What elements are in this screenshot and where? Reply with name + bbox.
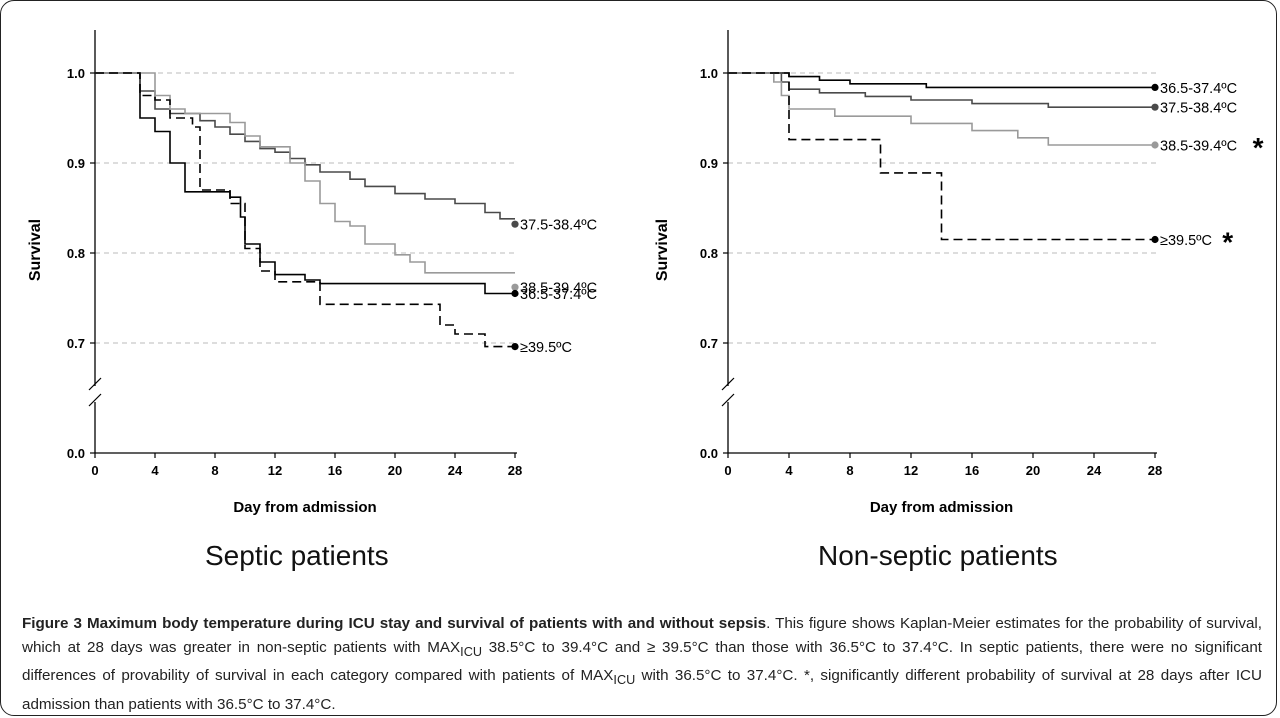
figure-caption: Figure 3 Maximum body temperature during… [22,612,1262,716]
significance-asterisk: * [1222,227,1233,258]
y-tick-label: 0.9 [700,156,718,171]
panel-title-septic: Septic patients [205,540,389,571]
axis-break-mark [721,393,735,407]
x-tick-label: 16 [965,463,979,478]
chart-non-septic: 0.0 0.7 0.8 0.9 1.0 0 4 8 12 16 20 24 28 Day from adm… [654,30,1264,516]
figure-plots: 0.0 0.7 0.8 0.9 1.0 0 4 8 12 16 20 24 28 Day from adm… [27,30,1264,516]
y-axis-label: Survival [654,219,671,281]
series-endpoint-label: 37.5-38.4ºC [1160,101,1237,117]
series-endpoint-marker [511,343,519,351]
axis-break-mark [88,377,102,391]
x-tick-label: 28 [1148,463,1162,478]
y-tick-label: 0.8 [700,246,718,261]
series-endpoint-marker [1151,103,1159,111]
significance-asterisk: * [1253,132,1264,163]
series-endpoint-marker [511,283,519,291]
caption-text-1: . This figure shows Kaplan-Meier estimat… [22,615,1262,656]
x-tick-label: 0 [91,463,98,478]
series-line [728,72,1155,146]
x-tick-label: 24 [1087,463,1102,478]
x-tick-label: 12 [904,463,918,478]
x-tick-label: 8 [211,463,218,478]
y-tick-label: 0.0 [67,446,85,461]
caption-text-2: 38.5°C to 39.4°C and ≥ 39.5°C than those… [22,638,1262,685]
x-tick-label: 4 [151,463,159,478]
series-endpoint-marker [1151,235,1159,244]
x-tick-label: 20 [1026,463,1040,478]
y-tick-label: 0.8 [67,246,85,261]
series-line [728,72,1155,108]
series-endpoint-label: 38.5-39.4ºC [1160,139,1237,155]
series-endpoint-marker [511,220,519,228]
x-axis-label: Day from admission [870,499,1013,516]
y-tick-label: 0.0 [700,446,718,461]
series-line [95,72,515,274]
caption-sub-1: ICU [460,644,482,659]
x-axis-label: Day from admission [233,499,376,516]
series-endpoint-label: 36.5-37.4ºC [1160,81,1237,97]
series-line [728,72,1155,89]
series-endpoint-label: ≥39.5ºC [1160,233,1212,249]
series-line [95,72,515,295]
x-tick-label: 24 [448,463,463,478]
caption-figure-label: Figure 3 [22,615,82,632]
caption-text-3: with 36.5°C to 37.4°C. *, significantly … [22,667,1262,713]
series-endpoint-label: 38.5-39.4ºC [520,281,597,297]
x-tick-label: 8 [846,463,853,478]
axis-break-mark [88,393,102,407]
caption-sub-2: ICU [613,673,636,688]
y-tick-label: 0.9 [67,156,85,171]
series-endpoint-label: 36.5-37.4ºC [520,287,597,303]
series-endpoint-marker [1151,141,1159,149]
y-axis-label: Survival [27,219,44,281]
panel-title-non-septic: Non-septic patients [818,540,1058,571]
x-tick-label: 0 [724,463,731,478]
series-line [728,72,1155,241]
x-tick-label: 16 [328,463,342,478]
y-tick-label: 0.7 [700,336,718,351]
series-endpoint-label: 37.5-38.4ºC [520,218,597,234]
y-tick-label: 1.0 [67,66,85,81]
x-tick-label: 28 [508,463,522,478]
axis-break-mark [721,377,735,391]
x-tick-label: 12 [268,463,282,478]
caption-title: Maximum body temperature during ICU stay… [86,615,767,632]
x-tick-label: 20 [388,463,402,478]
chart-septic: 0.0 0.7 0.8 0.9 1.0 0 4 8 12 16 20 24 28 Day from adm… [27,30,597,516]
y-tick-label: 0.7 [67,336,85,351]
series-endpoint-marker [511,289,519,298]
x-tick-label: 4 [785,463,793,478]
y-tick-label: 1.0 [700,66,718,81]
series-line [95,72,515,348]
series-endpoint-label: ≥39.5ºC [520,340,572,356]
series-endpoint-marker [1151,83,1159,91]
